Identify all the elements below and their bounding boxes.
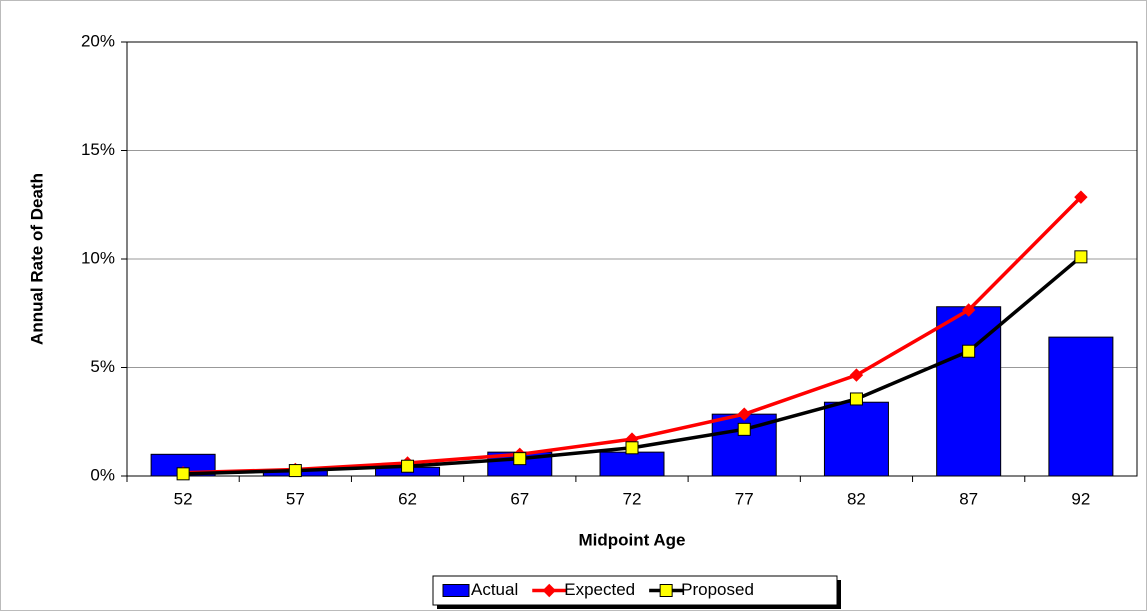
marker [849, 368, 864, 382]
y-tick-label: 15% [81, 140, 115, 159]
x-tick-label: 62 [398, 489, 417, 508]
bar [1048, 336, 1114, 477]
marker [1074, 190, 1088, 204]
legend [432, 575, 838, 606]
marker [176, 467, 190, 481]
bar [823, 401, 889, 477]
x-tick-label: 92 [1071, 489, 1090, 508]
x-tick-label: 67 [510, 489, 529, 508]
x-axis-label: Midpoint Age [578, 530, 685, 549]
y-tick-label: 20% [81, 31, 115, 50]
y-tick-label: 0% [90, 465, 115, 484]
y-tick-label: 5% [90, 357, 115, 376]
marker [1074, 250, 1088, 264]
marker [737, 422, 751, 436]
y-axis-label: Annual Rate of Death [27, 173, 46, 345]
marker [288, 464, 302, 478]
marker [849, 392, 863, 406]
marker [961, 303, 976, 317]
marker [962, 344, 976, 358]
legend-marker [542, 583, 556, 598]
marker [401, 459, 415, 473]
marker [737, 407, 751, 421]
x-tick-label: 82 [847, 489, 866, 508]
x-tick-label: 72 [623, 489, 642, 508]
legend-marker [659, 584, 673, 597]
x-tick-label: 52 [174, 489, 193, 508]
x-tick-label: 57 [286, 489, 305, 508]
marker [513, 452, 527, 466]
x-tick-label: 77 [735, 489, 754, 508]
marker [625, 441, 639, 455]
legend-label: Expected [564, 580, 635, 599]
legend-swatch [442, 584, 470, 597]
legend-label: Proposed [681, 580, 754, 599]
y-tick-label: 10% [81, 248, 115, 267]
legend-label: Actual [471, 580, 518, 599]
x-tick-label: 87 [959, 489, 978, 508]
bar [599, 451, 665, 477]
